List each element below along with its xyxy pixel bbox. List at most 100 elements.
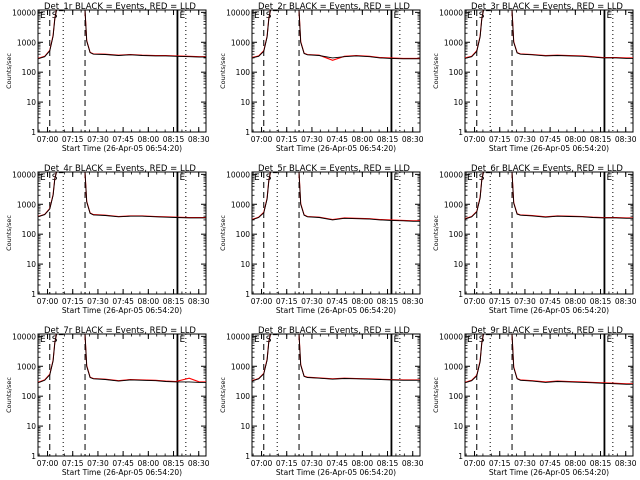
x-tick-label: 07:00 — [251, 135, 273, 144]
plot-frame — [37, 171, 207, 295]
marker-label-e: E — [393, 11, 399, 21]
x-tick-label: 08:00 — [565, 459, 587, 468]
y-tick-label: 10000 — [226, 8, 250, 17]
x-tick-label: 07:30 — [514, 135, 536, 144]
y-tick-label: 10 — [240, 260, 250, 269]
x-tick-label: 07:45 — [326, 135, 348, 144]
y-tick-label: 1000 — [444, 38, 463, 47]
y-tick-label: 10 — [26, 98, 36, 107]
x-tick-label: 08:30 — [188, 459, 210, 468]
y-tick-label: 10000 — [12, 8, 36, 17]
marker-label-e: E — [606, 11, 612, 21]
plot-title: Det_4r BLACK = Events, RED = LLD — [44, 164, 196, 174]
x-tick-label: 08:00 — [138, 297, 160, 306]
plot-frame — [464, 9, 634, 133]
series-line-events — [251, 9, 420, 60]
marker-label-e: E — [606, 173, 612, 183]
marker-label-start: E — [40, 173, 46, 183]
x-tick-label: 08:00 — [565, 297, 587, 306]
marker-label-e: E — [179, 335, 185, 345]
x-tick-label: 07:00 — [251, 297, 273, 306]
plot-frame — [37, 9, 207, 133]
x-tick-label: 08:15 — [377, 459, 399, 468]
x-tick-label: 08:15 — [163, 135, 185, 144]
y-tick-label: 10000 — [439, 8, 463, 17]
y-tick-label: 1000 — [444, 200, 463, 209]
y-tick-label: 1000 — [231, 362, 250, 371]
y-axis-label: Counts/sec — [219, 377, 227, 413]
y-tick-label: 1000 — [444, 362, 463, 371]
marker-label-start: E — [254, 335, 260, 345]
x-tick-label: 08:30 — [402, 297, 424, 306]
plot-title: Det_5r BLACK = Events, RED = LLD — [258, 164, 410, 174]
y-axis-label: Counts/sec — [219, 53, 227, 89]
plot-frame — [251, 9, 421, 133]
x-tick-label: 08:15 — [377, 297, 399, 306]
series-line-events — [464, 171, 633, 220]
plot-title: Det_2r BLACK = Events, RED = LLD — [258, 2, 410, 12]
marker-label-e: E — [179, 173, 185, 183]
x-tick-label: 07:00 — [37, 297, 59, 306]
x-tick-label: 07:00 — [464, 135, 486, 144]
y-tick-label: 10 — [240, 422, 250, 431]
detector-plot-6: Det_6r BLACK = Events, RED = LLD 1 10 100 10… — [432, 164, 637, 315]
x-tick-label: 07:15 — [276, 459, 298, 468]
x-tick-label: 07:00 — [464, 297, 486, 306]
plot-title: Det_3r BLACK = Events, RED = LLD — [471, 2, 623, 12]
detector-plot-1: Det_1r BLACK = Events, RED = LLD 1 10 100 10… — [5, 2, 210, 153]
detector-plot-7: Det_7r BLACK = Events, RED = LLD 1 10 100 10… — [5, 326, 210, 477]
y-tick-label: 10000 — [439, 170, 463, 179]
y-tick-label: 100 — [22, 392, 37, 401]
plot-title: Det_6r BLACK = Events, RED = LLD — [471, 164, 623, 174]
series-line-events — [37, 333, 206, 384]
y-tick-label: 10 — [453, 422, 463, 431]
y-axis-label: Counts/sec — [219, 215, 227, 251]
y-tick-label: 100 — [236, 392, 251, 401]
series-line-events — [37, 171, 206, 219]
x-axis-label: Start Time (26-Apr-05 06:54:20) — [62, 144, 182, 153]
x-tick-label: 07:30 — [301, 459, 323, 468]
series-line-events — [251, 171, 420, 222]
detector-plot-3: Det_3r BLACK = Events, RED = LLD 1 10 100 10… — [432, 2, 637, 153]
detector-plot-8: Det_8r BLACK = Events, RED = LLD 1 10 100 10… — [219, 326, 424, 477]
x-tick-label: 07:45 — [112, 135, 134, 144]
x-tick-label: 08:30 — [615, 297, 637, 306]
x-tick-label: 07:00 — [37, 459, 59, 468]
y-tick-label: 1 — [458, 128, 463, 137]
y-tick-label: 1 — [458, 290, 463, 299]
y-tick-label: 10000 — [12, 332, 36, 341]
y-tick-label: 100 — [236, 68, 251, 77]
y-axis-label: Counts/sec — [5, 377, 13, 413]
x-tick-label: 07:15 — [276, 135, 298, 144]
x-axis-label: Start Time (26-Apr-05 06:54:20) — [489, 144, 609, 153]
series-line-events — [37, 9, 206, 60]
y-tick-label: 100 — [449, 68, 464, 77]
x-tick-label: 08:00 — [352, 135, 374, 144]
x-tick-label: 08:15 — [377, 135, 399, 144]
y-tick-label: 100 — [236, 230, 251, 239]
y-tick-label: 10000 — [226, 170, 250, 179]
plot-frame — [464, 333, 634, 457]
y-tick-label: 10000 — [226, 332, 250, 341]
x-axis-label: Start Time (26-Apr-05 06:54:20) — [489, 468, 609, 477]
x-tick-label: 07:45 — [326, 297, 348, 306]
x-axis-label: Start Time (26-Apr-05 06:54:20) — [62, 306, 182, 315]
plot-frame — [464, 171, 634, 295]
y-tick-label: 1 — [31, 128, 36, 137]
y-tick-label: 1 — [245, 452, 250, 461]
x-tick-label: 07:15 — [62, 297, 84, 306]
x-tick-label: 08:00 — [352, 459, 374, 468]
y-axis-label: Counts/sec — [5, 215, 13, 251]
y-tick-label: 10 — [453, 260, 463, 269]
x-tick-label: 07:00 — [251, 459, 273, 468]
y-tick-label: 10000 — [439, 332, 463, 341]
x-axis-label: Start Time (26-Apr-05 06:54:20) — [276, 306, 396, 315]
x-tick-label: 07:45 — [326, 459, 348, 468]
x-tick-label: 08:30 — [188, 297, 210, 306]
marker-label-e: E — [393, 335, 399, 345]
detector-plot-9: Det_9r BLACK = Events, RED = LLD 1 10 100 10… — [432, 326, 637, 477]
marker-label-start: E — [467, 173, 473, 183]
x-tick-label: 08:30 — [188, 135, 210, 144]
x-tick-label: 07:30 — [514, 459, 536, 468]
y-axis-label: Counts/sec — [5, 53, 13, 89]
